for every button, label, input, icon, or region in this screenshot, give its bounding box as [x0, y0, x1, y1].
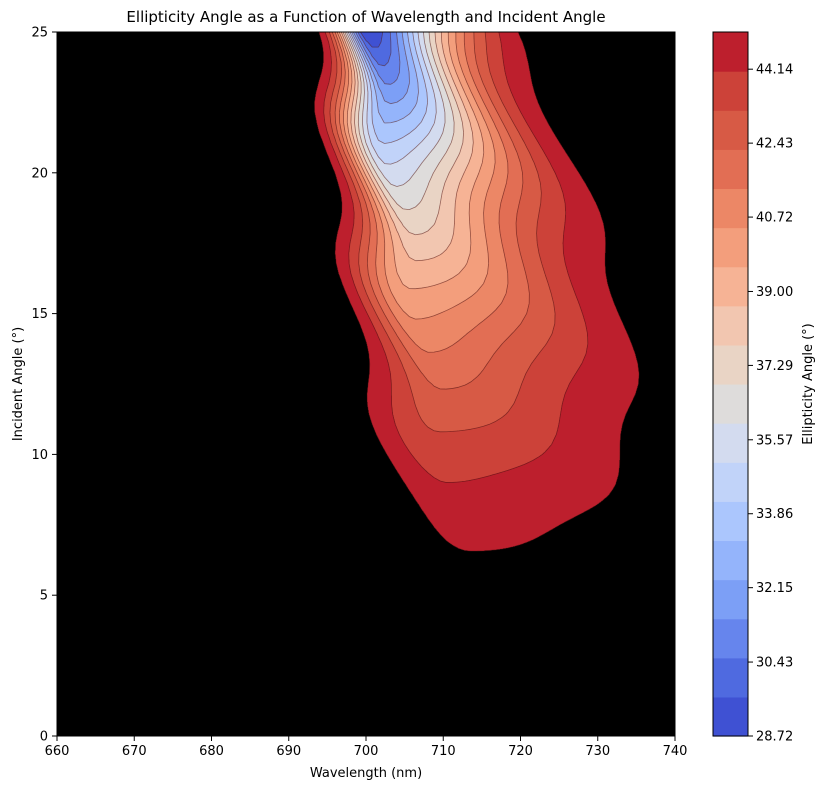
colorbar-tick-label: 44.14 [756, 63, 793, 78]
contour-line [323, 32, 589, 483]
colorbar-swatch [713, 71, 748, 111]
contour-line [355, 32, 401, 85]
colorbar-frame [712, 31, 749, 737]
y-tick-label: 25 [31, 26, 48, 41]
colorbar-swatch [713, 32, 748, 72]
colorbar-swatch [713, 110, 748, 150]
x-axis: 660 670 680 690 700 710 720 730 740 [45, 736, 688, 759]
colorbar-swatch [713, 462, 748, 502]
colorbar-swatch [713, 266, 748, 307]
x-tick-label: 700 [354, 744, 379, 759]
x-tick-label: 710 [431, 744, 456, 759]
y-tick-label: 15 [31, 307, 48, 322]
contour-line [349, 32, 429, 144]
contour-band [57, 32, 675, 736]
x-tick-label: 720 [508, 744, 533, 759]
contour-line [346, 32, 446, 187]
contour-line [357, 32, 392, 67]
x-tick-label: 680 [199, 744, 224, 759]
colorbar-tick-label: 35.57 [756, 433, 793, 448]
colorbar-swatch [713, 227, 748, 268]
colorbar-swatch [713, 501, 748, 542]
contour-line [314, 32, 640, 552]
colorbar-label: Ellipticity Angle (°) [801, 323, 816, 444]
colorbar-swatch [713, 657, 748, 698]
x-tick-label: 740 [663, 744, 688, 759]
colorbar-swatch [713, 305, 748, 346]
colorbar-tick-label: 42.43 [756, 137, 793, 152]
colorbar-tick-label: 39.00 [756, 285, 793, 300]
x-axis-label: Wavelength (nm) [310, 766, 422, 781]
colorbar-swatch [713, 423, 748, 463]
y-tick-label: 10 [31, 448, 48, 463]
colorbar-swatch [713, 384, 748, 424]
colorbar-swatch [713, 696, 748, 737]
contour-line [347, 32, 437, 165]
contour-line [336, 32, 496, 320]
x-tick-label: 670 [122, 744, 147, 759]
colorbar: 28.72 30.43 32.15 33.86 35.57 37.29 39.00 40.72… [713, 32, 793, 745]
colorbar-swatch [713, 618, 748, 659]
y-axis-label: Incident Angle (°) [11, 327, 26, 441]
contour-line [351, 32, 419, 124]
chart-title: Ellipticity Angle as a Function of Wavel… [126, 8, 605, 26]
contour-line [352, 32, 410, 105]
colorbar-tick-label: 37.29 [756, 359, 793, 374]
x-tick-label: 660 [45, 744, 70, 759]
contour-line [338, 32, 485, 290]
contour-line [331, 32, 530, 390]
contour-line [340, 32, 474, 262]
y-axis: 0 5 10 15 20 25 [31, 26, 57, 745]
x-tick-label: 730 [585, 744, 610, 759]
colorbar-tick-label: 32.15 [756, 581, 793, 596]
contour-band [360, 32, 384, 48]
plot-area [57, 32, 675, 736]
colorbar-tick-label: 28.72 [756, 730, 793, 745]
y-tick-label: 5 [40, 589, 48, 604]
colorbar-swatch [713, 149, 748, 190]
colorbar-swatch [713, 344, 748, 385]
contour-line [344, 32, 455, 211]
contour-line [360, 32, 384, 48]
colorbar-tick-label: 33.86 [756, 507, 793, 522]
y-tick-label: 20 [31, 166, 48, 181]
x-tick-label: 690 [276, 744, 301, 759]
colorbar-swatch [713, 188, 748, 229]
colorbar-swatch [713, 540, 748, 581]
contour-line [342, 32, 464, 236]
colorbar-swatch [713, 579, 748, 620]
colorbar-tick-label: 30.43 [756, 656, 793, 671]
contour-line [328, 32, 556, 433]
colorbar-tick-label: 40.72 [756, 211, 793, 226]
y-tick-label: 0 [40, 730, 48, 745]
contour-line [334, 32, 509, 353]
